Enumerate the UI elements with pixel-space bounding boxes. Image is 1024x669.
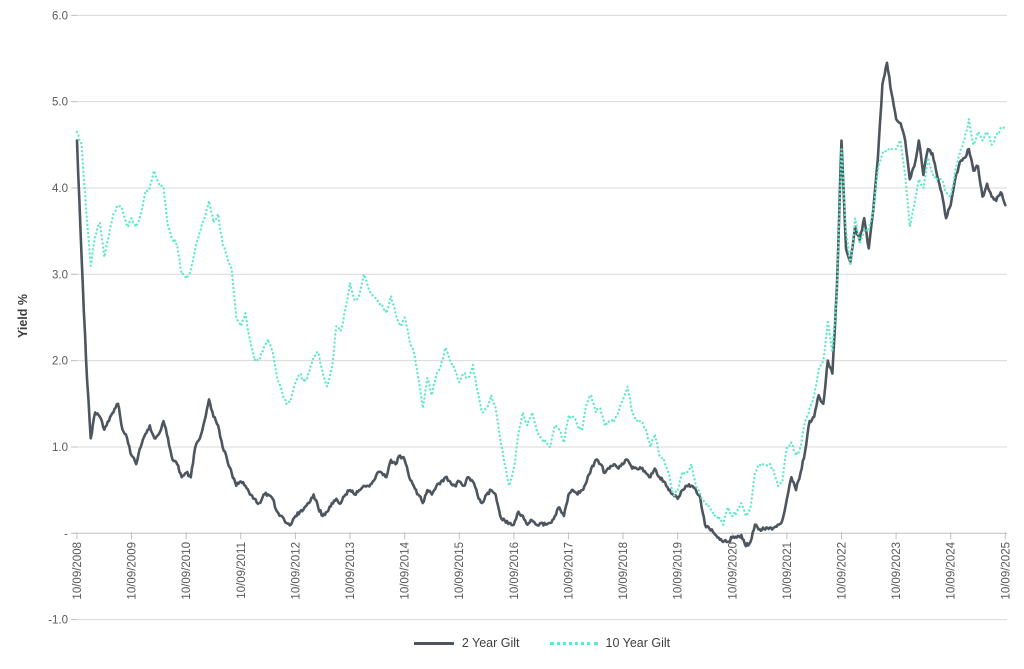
y-axis-tick-label: 5.0 xyxy=(52,97,68,109)
x-axis-tick-label: 10/09/2020 xyxy=(727,542,739,600)
y-axis-tick-label: - xyxy=(64,528,68,540)
x-axis-tick-label: 10/09/2023 xyxy=(891,542,903,600)
x-axis-tick-label: 10/09/2008 xyxy=(72,542,84,600)
chart-legend: 2 Year Gilt 10 Year Gilt xyxy=(77,637,1007,650)
y-axis-tick-label: 6.0 xyxy=(52,10,68,22)
x-axis-tick-label: 10/09/2013 xyxy=(345,542,357,600)
series-2-year-gilt-line xyxy=(75,61,1007,548)
x-axis-tick-label: 10/09/2021 xyxy=(782,542,794,600)
legend-item-10-year-gilt: 10 Year Gilt xyxy=(549,636,671,650)
x-axis-tick-label: 10/09/2011 xyxy=(236,542,248,599)
x-axis-tick-label: 10/09/2017 xyxy=(563,542,575,600)
legend-item-2-year-gilt: 2 Year Gilt xyxy=(413,636,520,650)
y-axis-tick-label: -1.0 xyxy=(48,615,68,627)
x-axis-tick-label: 10/09/2024 xyxy=(946,541,958,599)
x-axis-tick-label: 10/09/2016 xyxy=(509,542,521,600)
y-axis-tick-label: 1.0 xyxy=(52,442,68,454)
x-axis-tick-label: 10/09/2019 xyxy=(673,542,685,600)
x-axis-tick-label: 10/09/2012 xyxy=(290,542,302,600)
x-axis-tick-label: 10/09/2010 xyxy=(181,542,193,600)
x-axis-tick-label: 10/09/2022 xyxy=(836,542,848,600)
y-axis-title: Yield % xyxy=(16,294,30,338)
legend-label-2-year-gilt: 2 Year Gilt xyxy=(461,636,520,650)
y-axis-tick-label: 4.0 xyxy=(52,183,68,195)
x-axis-tick-label: 10/09/2015 xyxy=(454,542,466,600)
legend-swatch-2-year-gilt-line xyxy=(413,641,454,645)
legend-swatch-10-year-gilt-line xyxy=(549,641,598,645)
y-axis-tick-label: 3.0 xyxy=(52,269,68,281)
chart-plot-area: 6.0 5.0 4.0 3.0 2.0 1.0 - -1.0 10/09/2008 10/09/2… xyxy=(16,10,1012,627)
x-axis-tick-label: 10/09/2014 xyxy=(400,541,412,599)
x-axis-tick-label: 10/09/2018 xyxy=(618,542,630,600)
series-10-year-gilt-line xyxy=(75,117,1007,526)
legend-label-10-year-gilt: 10 Year Gilt xyxy=(605,636,671,650)
x-axis-tick-label: 10/09/2009 xyxy=(127,542,139,600)
y-axis-tick-label: 2.0 xyxy=(52,356,68,368)
x-axis-tick-label: 10/09/2025 xyxy=(1000,542,1012,600)
